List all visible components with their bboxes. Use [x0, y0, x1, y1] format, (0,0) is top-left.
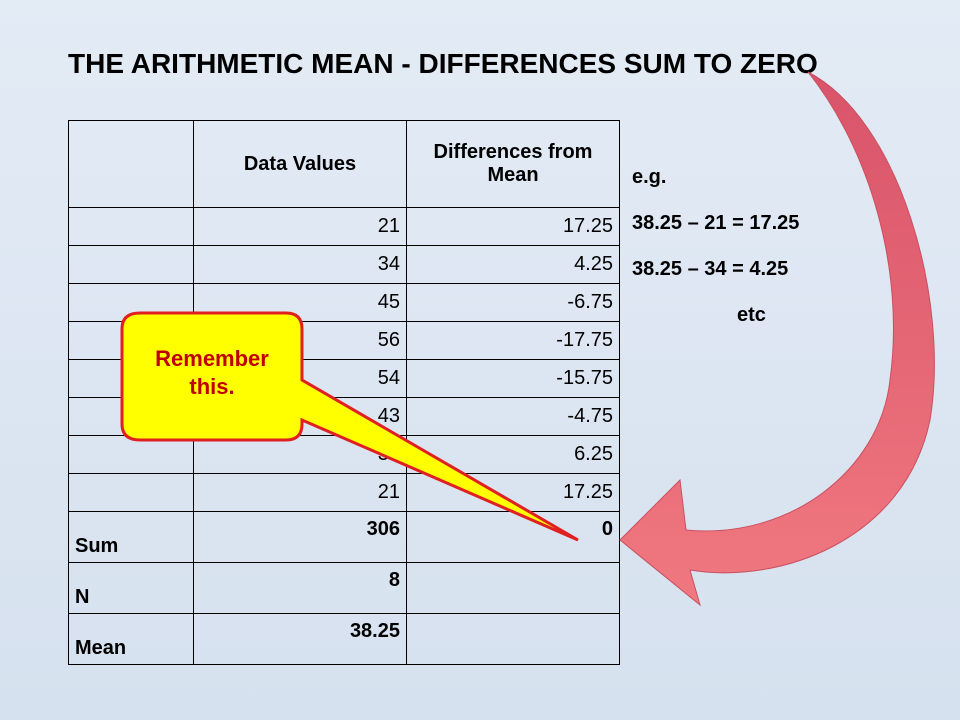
summary-row: Sum 306 0 — [68, 511, 620, 563]
row-label-cell — [68, 473, 194, 512]
header-cell: Data Values — [193, 120, 407, 208]
curved-arrow — [619, 71, 935, 607]
value-cell: 34 — [193, 245, 407, 284]
summary-row: Mean 38.25 — [68, 613, 620, 665]
summary-value: 38.25 — [193, 613, 407, 665]
value-cell: -4.75 — [406, 397, 620, 436]
data-row: 34 4.25 — [68, 245, 620, 284]
note-line: etc — [737, 304, 766, 326]
note-line: e.g. — [632, 166, 667, 188]
callout — [120, 311, 579, 542]
note-line: 38.25 – 21 = 17.25 — [632, 212, 800, 234]
header-cell — [68, 120, 194, 208]
value-cell: -17.75 — [406, 321, 620, 360]
notes: e.g. 38.25 – 21 = 17.25 38.25 – 34 = 4.25 e… — [632, 166, 799, 350]
summary-label: Mean — [68, 613, 194, 665]
header-row: Data Values Differences from Mean — [68, 120, 620, 208]
note-line: 38.25 – 34 = 4.25 — [632, 258, 789, 280]
callout-word: this. — [189, 374, 234, 399]
summary-value — [406, 613, 620, 665]
header-cell: Differences from Mean — [406, 120, 620, 208]
value-cell: 4.25 — [406, 245, 620, 284]
slide-title: THE ARITHMETIC MEAN - DIFFERENCES SUM TO… — [68, 48, 818, 79]
data-table: Data Values Differences from Mean 21 17.2… — [68, 120, 620, 665]
callout-word: Remember — [155, 346, 269, 371]
callout-text: Remember this. — [155, 346, 269, 399]
